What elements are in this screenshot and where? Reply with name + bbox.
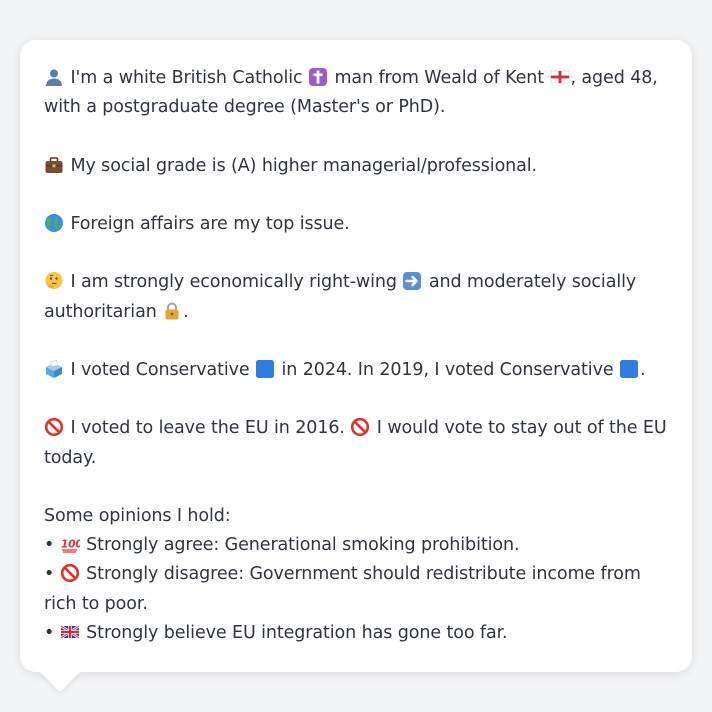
padlock-icon [162,301,182,321]
uk-flag-icon [59,622,80,642]
eu-referendum-text: I voted to leave the EU in 2016. [70,418,345,439]
intro-paragraph: I'm a white British Catholic man from We… [44,64,668,122]
voting-paragraph: I voted Conservative in 2024. In 2019, I… [44,356,668,385]
ideology-paragraph: I am strongly economically right-wing an… [44,268,668,326]
intro-text-location: man from Weald of Kent [334,68,545,88]
person-silhouette-icon [44,67,64,87]
speech-bubble-tail [40,672,80,692]
latin-cross-icon [308,67,328,87]
vote-end-text: . [639,359,646,380]
globe-icon [44,213,64,233]
opinion-text: Strongly agree: Generational smoking pro… [86,535,520,556]
england-flag-icon [550,67,570,87]
right-arrow-icon [402,271,422,291]
thinking-face-icon [44,271,64,291]
opinion-item: • Strongly disagree: Government should r… [44,560,668,618]
briefcase-icon [44,155,64,175]
prohibited-icon [350,417,370,437]
opinion-item: • 100 Strongly agree: Generational smoki… [44,531,668,560]
bullet: • [44,535,55,556]
bullet: • [44,564,55,585]
opinions-heading: Some opinions I hold: [44,505,231,526]
eu-paragraph: I voted to leave the EU in 2016. I would… [44,414,668,472]
blue-square-icon [619,359,639,379]
hundred-points-icon: 100 [60,534,80,554]
prohibited-icon [60,563,80,583]
top-issue-paragraph: Foreign affairs are my top issue. [44,210,668,239]
top-issue-text: Foreign affairs are my top issue. [70,213,350,234]
intro-text-age-education: , aged 48, with a postgraduate degree (M… [44,68,658,118]
ballot-box-icon [44,359,64,379]
eu-today-text: I would vote to stay out of the EU today… [44,418,667,468]
persona-card: I'm a white British Catholic man from We… [20,40,692,672]
ideology-social-text: and moderately socially authoritarian [44,272,637,322]
opinion-text: Strongly believe EU integration has gone… [86,622,508,643]
ideology-end-text: . [183,301,189,322]
svg-text:100: 100 [61,539,80,551]
prohibited-icon [44,417,64,437]
opinion-item: • Strongly believe EU integration has go… [44,619,668,648]
blue-square-icon [255,359,275,379]
ideology-economic-text: I am strongly economically right-wing [70,272,397,293]
vote-2024-text: I voted Conservative [70,359,250,380]
social-grade-text: My social grade is (A) higher managerial… [70,155,538,176]
opinion-text: Strongly disagree: Government should red… [44,564,641,614]
social-grade-paragraph: My social grade is (A) higher managerial… [44,152,668,181]
vote-2019-text: in 2024. In 2019, I voted Conservative [281,359,614,380]
intro-text-religion: I'm a white British Catholic [70,68,303,88]
bullet: • [44,622,55,643]
